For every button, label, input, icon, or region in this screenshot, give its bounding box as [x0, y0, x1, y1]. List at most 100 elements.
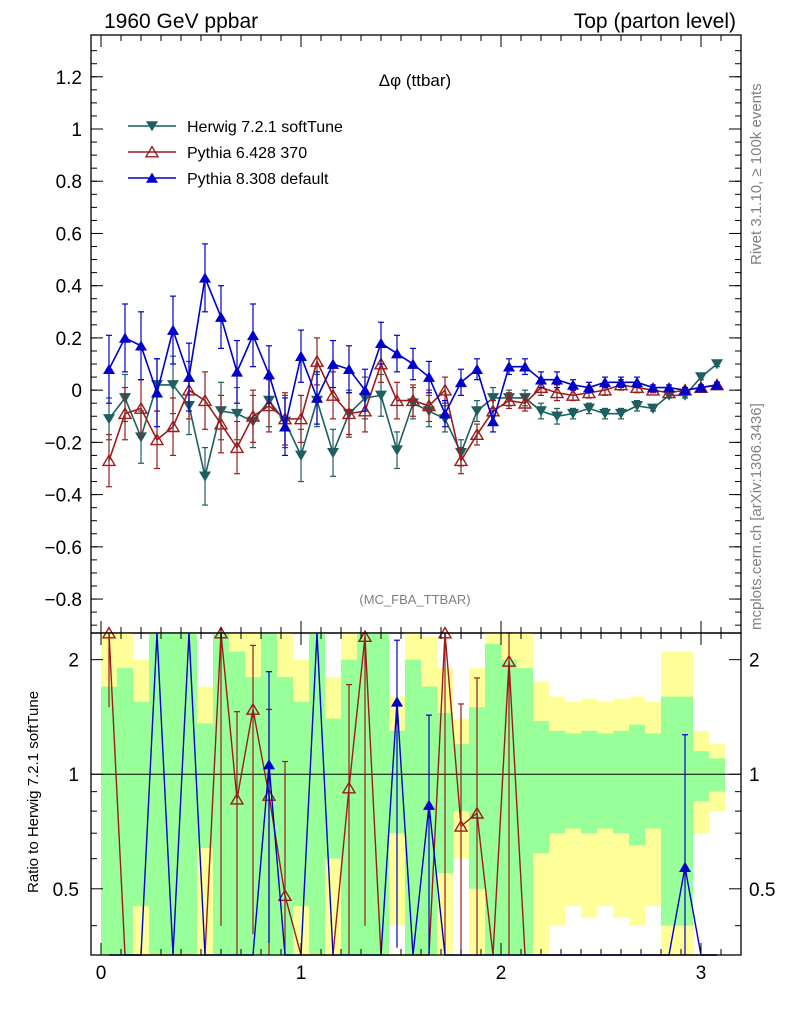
y-tick-label: 0.8 — [56, 172, 82, 193]
band-inner — [533, 720, 549, 854]
data-point — [567, 379, 579, 390]
y-tick-label: 0.2 — [56, 329, 82, 350]
data-point — [151, 387, 163, 398]
data-point — [565, 388, 581, 401]
band-inner — [309, 633, 325, 955]
x-tick-label: 1 — [296, 963, 307, 984]
band-inner — [197, 723, 213, 848]
data-point — [421, 399, 437, 412]
ratio-y-tick-label: 0.5 — [53, 880, 79, 901]
data-point — [567, 408, 579, 420]
data-point — [487, 416, 499, 427]
ratio-panel: 0 1 2 3 0.5 0.5 1 1 2 2 — [53, 35, 775, 984]
legend-marker — [144, 145, 160, 158]
data-point — [535, 406, 547, 417]
series-2 — [103, 243, 723, 457]
legend-label: Pythia 6.428 370 — [187, 145, 307, 162]
data-point — [199, 272, 211, 283]
ratio-point — [391, 696, 403, 707]
data-point — [103, 363, 115, 375]
data-point — [309, 354, 325, 367]
y-tick-label: 1 — [71, 120, 82, 141]
ratio-point — [423, 799, 435, 810]
data-point — [551, 411, 563, 422]
data-point — [391, 445, 403, 456]
data-point — [423, 371, 435, 382]
data-point — [149, 432, 165, 446]
band-inner — [117, 668, 133, 955]
data-point — [165, 419, 181, 433]
band-inner — [597, 733, 613, 829]
ratio-point — [501, 654, 517, 667]
data-point — [551, 374, 563, 385]
data-point — [295, 350, 307, 361]
data-point — [599, 376, 611, 388]
data-point — [245, 409, 261, 422]
data-point — [615, 376, 627, 388]
data-point — [215, 311, 227, 322]
data-point — [647, 382, 659, 393]
band-inner — [565, 733, 581, 829]
data-point — [327, 448, 339, 459]
data-point — [599, 408, 611, 420]
header-right: Top (parton level) — [574, 10, 736, 33]
header-left: 1960 GeV ppbar — [104, 10, 258, 33]
data-point — [519, 361, 531, 372]
y-tick-label: −0.4 — [44, 486, 82, 507]
ratio-frame — [90, 632, 742, 956]
data-point — [583, 382, 595, 393]
data-point — [535, 374, 547, 385]
ratio-point — [263, 759, 275, 770]
data-point — [597, 383, 613, 396]
data-point — [695, 372, 707, 383]
data-point — [391, 348, 403, 359]
data-point — [133, 401, 149, 414]
ratio-point — [229, 792, 245, 805]
band-inner — [101, 686, 117, 955]
band-inner — [293, 701, 309, 907]
data-point — [455, 376, 467, 388]
data-point — [695, 382, 707, 393]
band-inner — [629, 724, 645, 846]
data-point — [311, 392, 323, 403]
ratio-y-tick-label-right: 1 — [749, 765, 760, 786]
y-tick-label: −0.8 — [44, 590, 82, 611]
band-inner — [165, 633, 181, 955]
data-point — [487, 393, 499, 404]
x-tick-label: 3 — [696, 963, 707, 984]
ratio-point — [357, 629, 373, 643]
y-tick-label: −0.6 — [44, 538, 82, 559]
ratio-y-tick-label-right: 2 — [749, 651, 760, 672]
x-tick-label: 0 — [96, 963, 107, 984]
data-point — [437, 383, 453, 396]
data-point — [647, 403, 659, 414]
y-tick-label: −0.2 — [44, 433, 82, 454]
band-inner — [373, 633, 389, 955]
ratio-point — [245, 702, 261, 715]
data-point — [439, 408, 451, 419]
data-point — [389, 393, 405, 407]
data-point — [711, 359, 723, 370]
analysis-watermark: (MC_FBA_TTBAR) — [359, 592, 470, 607]
data-point — [103, 414, 115, 425]
data-point — [119, 332, 131, 343]
data-point — [517, 396, 533, 409]
y-tick-label: 0 — [71, 381, 82, 402]
data-point — [549, 385, 565, 399]
data-point — [197, 393, 213, 407]
band-inner — [693, 751, 709, 802]
band-inner — [325, 718, 341, 859]
band-inner — [661, 696, 677, 926]
series-line — [108, 363, 718, 477]
data-point — [375, 390, 387, 401]
legend-marker — [146, 172, 158, 183]
data-point — [135, 340, 147, 351]
data-point — [213, 417, 229, 430]
data-point — [407, 358, 419, 369]
data-point — [631, 376, 643, 388]
data-point — [167, 324, 179, 335]
data-point — [615, 408, 627, 420]
mcplots-label: mcplots.cern.ch [arXiv:1306.3436] — [748, 403, 765, 630]
band-inner — [549, 730, 565, 834]
